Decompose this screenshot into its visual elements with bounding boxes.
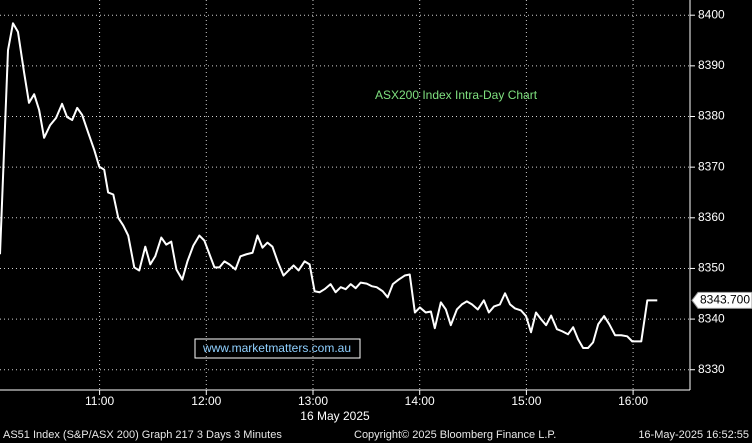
footer-right: 16-May-2025 16:52:55: [638, 429, 749, 441]
last-price-label: 8343.700: [700, 293, 750, 307]
y-tick-label: 8400: [698, 7, 725, 21]
x-tick-label: 13:00: [298, 394, 328, 408]
watermark: www.marketmatters.com.au: [202, 341, 351, 355]
footer-mid: Copyright© 2025 Bloomberg Finance L.P.: [354, 429, 556, 441]
y-tick-label: 8330: [698, 362, 725, 376]
y-tick-label: 8340: [698, 311, 725, 325]
x-tick-label: 12:00: [191, 394, 221, 408]
last-price-box: [691, 291, 752, 309]
x-axis-label: 16 May 2025: [300, 409, 370, 423]
x-tick-label: 16:00: [618, 394, 648, 408]
watermark-box: [194, 338, 361, 359]
price-line: [0, 22, 658, 349]
y-tick-label: 8370: [698, 159, 725, 173]
x-tick-label: 11:00: [85, 394, 114, 408]
y-tick-label: 8350: [698, 261, 725, 275]
chart-title: ASX200 Index Intra-Day Chart: [375, 88, 538, 102]
footer-left: AS51 Index (S&P/ASX 200) Graph 217 3 Day…: [3, 429, 282, 441]
y-tick-label: 8360: [698, 210, 725, 224]
y-tick-label: 8380: [698, 109, 725, 123]
y-tick-label: 8390: [698, 58, 725, 72]
x-tick-label: 15:00: [511, 394, 541, 408]
x-tick-label: 14:00: [405, 394, 435, 408]
